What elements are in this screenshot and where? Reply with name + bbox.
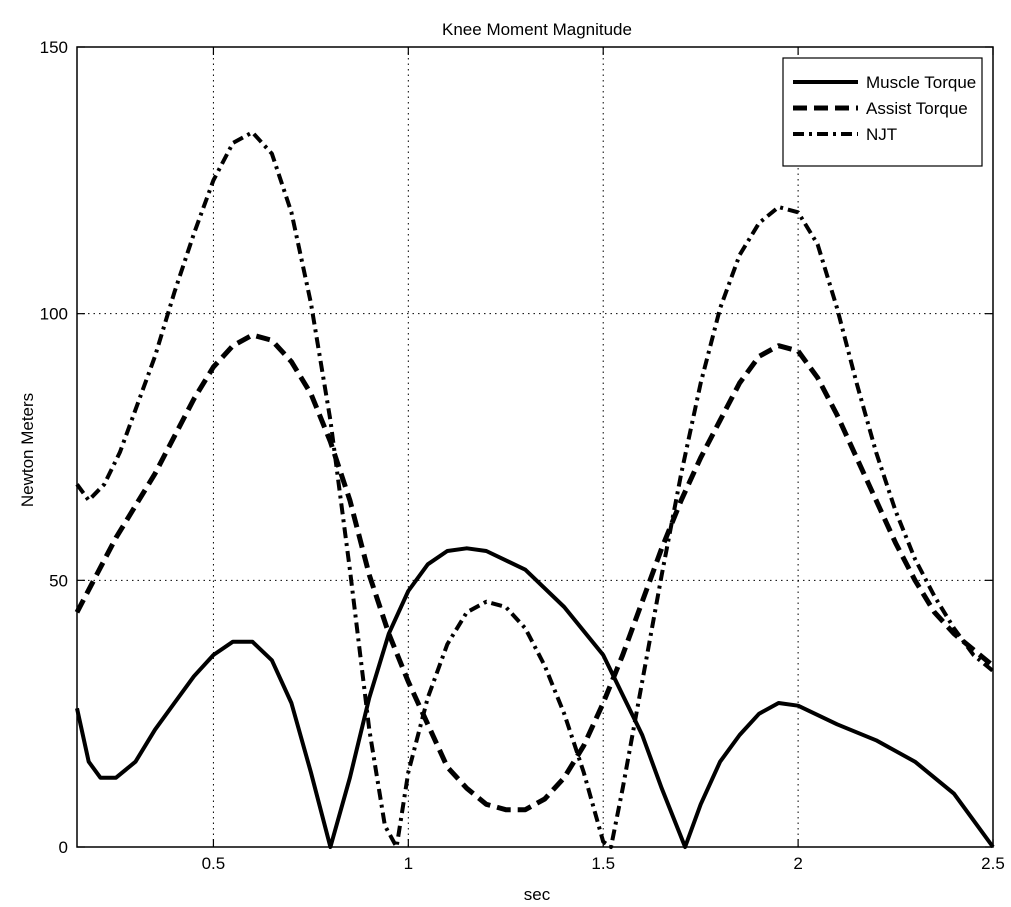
x-tick-label: 2.5 — [981, 854, 1005, 873]
legend: Muscle Torque Assist Torque NJT — [782, 57, 983, 167]
series-line-muscle-torque — [75, 546, 995, 849]
tick-labels: 0.5 1 1.5 2 2.5 0 50 100 150 — [40, 38, 1005, 873]
chart-title: Knee Moment Magnitude — [442, 20, 632, 39]
legend-box — [782, 57, 983, 167]
series-line-assist-torque — [74, 332, 995, 813]
x-tick-label: 1 — [404, 854, 413, 873]
x-axis-title: sec — [524, 885, 551, 904]
x-tick-label: 2 — [793, 854, 802, 873]
y-tick-label: 0 — [59, 838, 68, 857]
legend-label-muscle-torque: Muscle Torque — [866, 73, 976, 92]
legend-label-njt: NJT — [866, 125, 897, 144]
y-tick-label: 50 — [49, 571, 68, 590]
y-tick-label: 100 — [40, 305, 68, 324]
x-tick-label: 1.5 — [591, 854, 615, 873]
x-tick-label: 0.5 — [202, 854, 226, 873]
series-layer — [74, 130, 995, 849]
y-tick-label: 150 — [40, 38, 68, 57]
plot-frame — [76, 46, 994, 848]
y-axis-title: Newton Meters — [18, 393, 37, 507]
legend-label-assist-torque: Assist Torque — [866, 99, 968, 118]
